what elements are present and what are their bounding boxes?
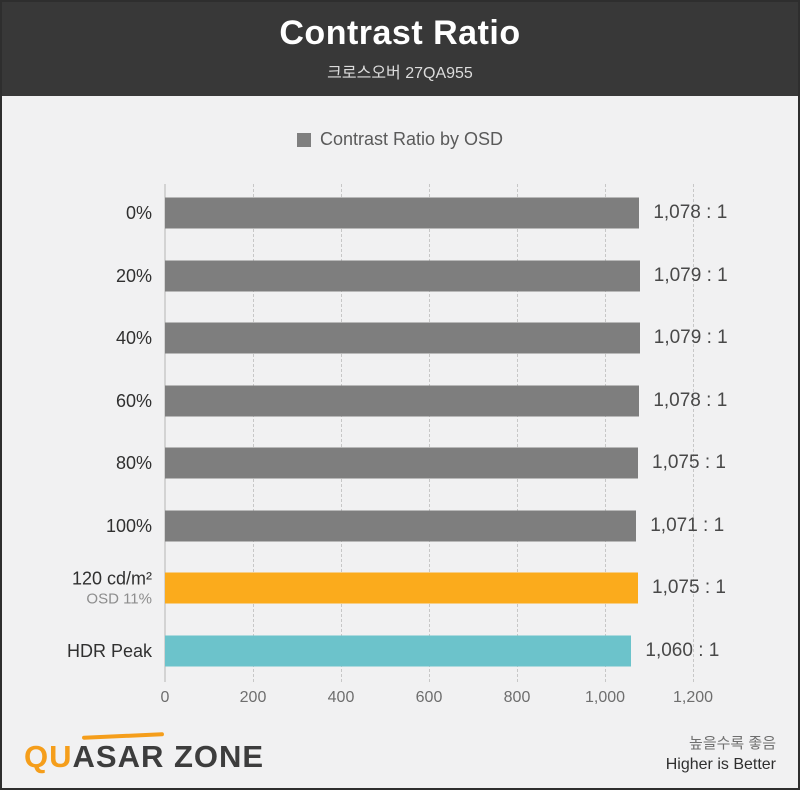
bar-value: 1,078 : 1 [653,389,728,411]
bar [165,510,637,541]
quasarzone-logo: QUASAR ZONE [24,732,265,774]
footer-note: 높을수록 좋음 Higher is Better [666,734,776,776]
bar-label: 40% [2,327,152,350]
bar-value: 1,075 : 1 [652,452,726,473]
bar-sublabel: OSD 11% [86,589,152,607]
bar-label: 120 cd/m² OSD 11% [2,567,152,608]
bar-value: 1,078 : 1 [653,202,728,223]
bar-label-main: 20% [115,265,152,286]
bar-label: 60% [2,389,152,412]
x-tick-label: 800 [503,689,531,706]
bar-label-main: 60% [115,390,152,411]
x-tick-label: 1,200 [672,689,714,706]
gridline [429,184,430,682]
bar-value: 1,071 : 1 [650,514,725,536]
gridline [341,184,342,682]
x-tick-label: 600 [415,689,443,706]
bar [165,322,640,354]
bar-label-main: HDR Peak [66,640,152,661]
legend-swatch-icon [296,132,311,147]
gridline [253,184,254,682]
bar-label: 100% [2,514,152,537]
bar-label: HDR Peak [2,639,152,662]
bar-label-main: 120 cd/m² [71,568,152,589]
bar [165,385,640,416]
bar [165,260,640,291]
footer-note-korean: 높을수록 좋음 [689,735,776,753]
page-title: Contrast Ratio [279,14,521,53]
x-tick-label: 1,000 [584,689,626,706]
x-tick-label: 0 [160,689,170,706]
footer-note-english: Higher is Better [665,756,776,774]
y-axis-line [164,184,166,682]
logo-text: ASAR ZONE [72,739,265,774]
bar-label: 0% [2,202,152,225]
bar [165,572,638,604]
logo-text-accent: QU [24,739,73,774]
bar-label-main: 40% [115,327,152,348]
gridline [693,184,694,682]
chart-legend: Contrast Ratio by OSD [2,129,798,150]
bar-label-main: 80% [115,452,152,473]
bar-value: 1,060 : 1 [645,639,720,661]
bar-value: 1,079 : 1 [653,264,728,286]
gridline [517,184,518,682]
chart-header: Contrast Ratio 크로스오버 27QA955 [2,2,798,96]
bar-label-main: 100% [105,515,152,536]
bar-label: 20% [2,264,152,287]
bar [165,447,638,479]
chart-footer: QUASAR ZONE 높을수록 좋음 Higher is Better [2,722,798,788]
bar-value: 1,075 : 1 [652,577,726,598]
x-tick-label: 400 [327,689,355,706]
bar [165,197,640,229]
bar-label-main: 0% [125,202,152,223]
bar [165,635,632,666]
bar-value: 1,079 : 1 [653,327,728,348]
bar-label: 80% [2,452,152,475]
page-subtitle: 크로스오버 27QA955 [327,64,473,82]
x-tick-label: 200 [239,689,267,706]
gridline [605,184,606,682]
legend-label: Contrast Ratio by OSD [319,129,504,149]
